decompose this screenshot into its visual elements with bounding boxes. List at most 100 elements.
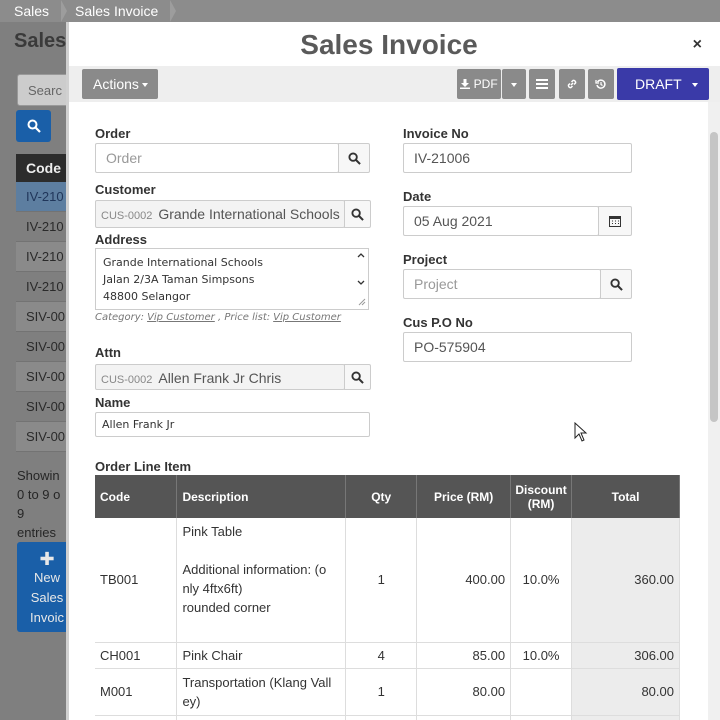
line-price: 80.00: [416, 668, 512, 716]
pdf-dropdown-button[interactable]: [502, 69, 526, 99]
breadcrumb: Sales Sales Invoice: [0, 0, 720, 22]
project-input[interactable]: Project: [403, 269, 601, 299]
list-icon: [536, 79, 548, 89]
breadcrumb-sales-invoice[interactable]: Sales Invoice: [61, 0, 177, 22]
line-total: 360.00: [571, 518, 680, 643]
calendar-icon: [609, 216, 621, 227]
column-header-qty: Qty: [345, 475, 418, 518]
table-row[interactable]: M001 Transportation (Klang Vall ey) 1 80…: [95, 668, 680, 716]
table-row[interactable]: SIV-00: [16, 302, 66, 332]
category-link[interactable]: Vip Customer: [147, 312, 215, 323]
background-search-input[interactable]: Searc: [17, 74, 66, 106]
table-row[interactable]: SIV-00: [16, 362, 66, 392]
menu-button[interactable]: [529, 69, 555, 99]
textarea-scrollbar[interactable]: [356, 251, 366, 307]
search-icon: [351, 208, 364, 221]
line-description: Transportation (Klang Vall ey): [176, 668, 347, 716]
download-icon: [460, 79, 471, 89]
attn-label: Attn: [95, 345, 121, 360]
cus-po-input[interactable]: PO-575904: [403, 332, 632, 362]
date-input[interactable]: 05 Aug 2021: [403, 206, 599, 236]
invoice-no-input[interactable]: IV-21006: [403, 143, 632, 173]
close-icon[interactable]: ×: [692, 36, 702, 53]
customer-name: Grande International Schools: [158, 206, 340, 222]
new-button-line: New: [33, 570, 60, 585]
line-code: CH001: [95, 642, 178, 669]
project-search-button[interactable]: [600, 269, 632, 299]
table-row[interactable]: CH001 Pink Chair 4 85.00 10.0% 306.00: [95, 642, 680, 669]
showing-label: Showin: [17, 468, 60, 483]
background-showing-info: Showin 0 to 9 o 9 entries: [17, 466, 66, 542]
caret-down-icon: [691, 83, 698, 88]
attn-code: CUS-0002: [101, 374, 153, 386]
order-search-button[interactable]: [338, 143, 370, 173]
draft-status-button[interactable]: DRAFT: [617, 68, 709, 100]
date-picker-button[interactable]: [598, 206, 632, 236]
link-button[interactable]: [559, 69, 585, 99]
modal-vertical-scrollbar[interactable]: [708, 102, 720, 720]
address-label: Address: [95, 232, 148, 247]
table-row[interactable]: IV-210: [16, 212, 66, 242]
column-header-discount: Discount (RM): [510, 475, 573, 518]
table-row[interactable]: IV-210: [16, 182, 66, 212]
invoice-no-label: Invoice No: [403, 126, 469, 141]
table-row[interactable]: SIV-00: [16, 422, 66, 452]
attn-input[interactable]: CUS-0002 Allen Frank Jr Chris: [95, 364, 345, 390]
description-line: ey): [182, 693, 201, 709]
modal-toolbar: Actions PDF DRAFT: [69, 66, 720, 102]
line-description: Pink Chair: [176, 642, 347, 669]
history-icon: [595, 79, 606, 89]
line-total: 306.00: [571, 642, 680, 669]
background-code-header: Code: [16, 154, 66, 182]
name-input[interactable]: Allen Frank Jr: [95, 412, 370, 437]
sales-invoice-modal: Sales Invoice × Actions PDF DRAFT Order …: [66, 22, 720, 720]
table-row[interactable]: IV-210: [16, 242, 66, 272]
description-line: rounded corner: [182, 600, 271, 615]
table-row[interactable]: SIV-00: [16, 392, 66, 422]
table-row[interactable]: IV-210: [16, 272, 66, 302]
history-button[interactable]: [588, 69, 614, 99]
draft-label: DRAFT: [635, 76, 682, 92]
breadcrumb-sales[interactable]: Sales: [0, 0, 68, 22]
address-textarea[interactable]: Grande International Schools Jalan 2/3A …: [95, 248, 369, 310]
customer-code: CUS-0002: [101, 210, 153, 222]
scrollbar-thumb[interactable]: [710, 132, 718, 422]
description-line: nly 4ftx6ft): [182, 581, 243, 596]
address-line: Grande International Schools: [103, 256, 263, 269]
table-row[interactable]: SIV-00: [16, 332, 66, 362]
line-discount: 10.0%: [510, 518, 573, 643]
order-line-item-title: Order Line Item: [95, 459, 192, 474]
order-input[interactable]: Order: [95, 143, 339, 173]
line-code: M001: [95, 668, 178, 716]
modal-title: Sales Invoice: [300, 29, 478, 60]
attn-search-button[interactable]: [344, 364, 371, 390]
new-sales-invoice-button[interactable]: ✚ New Sales Invoic: [17, 542, 66, 632]
name-label: Name: [95, 395, 131, 410]
showing-entries: entries: [17, 525, 57, 540]
search-icon: [27, 119, 41, 133]
background-invoice-table: Code IV-210 IV-210 IV-210 IV-210 SIV-00 …: [16, 154, 66, 452]
table-row[interactable]: [95, 715, 680, 720]
category-label: Category:: [95, 312, 145, 323]
column-header-description: Description: [176, 475, 347, 518]
customer-search-button[interactable]: [344, 200, 371, 228]
line-code: TB001: [95, 518, 178, 643]
line-qty: 1: [345, 668, 418, 716]
column-header-total: Total: [571, 475, 680, 518]
showing-range: 0 to 9 o: [17, 487, 61, 502]
pdf-button[interactable]: PDF: [457, 69, 501, 99]
pdf-label: PDF: [473, 77, 498, 91]
pricelist-link[interactable]: Vip Customer: [273, 312, 341, 323]
description-line: Transportation (Klang Vall: [182, 674, 332, 690]
line-qty: 1: [345, 518, 418, 643]
search-icon: [351, 371, 364, 384]
address-line: Jalan 2/3A Taman Simpsons: [103, 273, 255, 286]
actions-button[interactable]: Actions: [82, 69, 158, 99]
new-button-line: Sales: [30, 590, 64, 605]
table-row[interactable]: TB001 Pink Table Additional information:…: [95, 518, 680, 643]
line-price: 400.00: [416, 518, 512, 643]
background-search-button[interactable]: [16, 110, 51, 142]
customer-input[interactable]: CUS-0002 Grande International Schools: [95, 200, 345, 228]
caret-down-icon: [511, 82, 517, 87]
description-line: Additional information: (o: [182, 562, 327, 577]
